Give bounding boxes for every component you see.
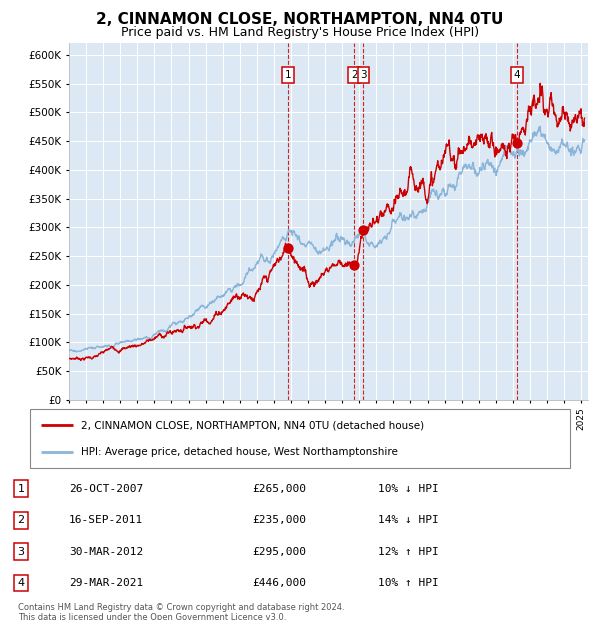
Text: HPI: Average price, detached house, West Northamptonshire: HPI: Average price, detached house, West…: [82, 447, 398, 457]
Text: 4: 4: [514, 70, 520, 80]
Text: 2, CINNAMON CLOSE, NORTHAMPTON, NN4 0TU: 2, CINNAMON CLOSE, NORTHAMPTON, NN4 0TU: [97, 12, 503, 27]
Text: 29-MAR-2021: 29-MAR-2021: [69, 578, 143, 588]
Text: 1: 1: [284, 70, 291, 80]
Text: 3: 3: [17, 547, 25, 557]
Point: [512, 138, 522, 148]
Text: 2: 2: [17, 515, 25, 525]
Text: 1: 1: [17, 484, 25, 494]
FancyBboxPatch shape: [30, 409, 570, 468]
Text: 10% ↓ HPI: 10% ↓ HPI: [378, 484, 439, 494]
Text: 4: 4: [17, 578, 25, 588]
Text: Price paid vs. HM Land Registry's House Price Index (HPI): Price paid vs. HM Land Registry's House …: [121, 26, 479, 39]
Text: 12% ↑ HPI: 12% ↑ HPI: [378, 547, 439, 557]
Text: £265,000: £265,000: [252, 484, 306, 494]
Text: Contains HM Land Registry data © Crown copyright and database right 2024.
This d: Contains HM Land Registry data © Crown c…: [18, 603, 344, 620]
Text: 16-SEP-2011: 16-SEP-2011: [69, 515, 143, 525]
Point: [349, 260, 359, 270]
Text: 10% ↑ HPI: 10% ↑ HPI: [378, 578, 439, 588]
Point: [359, 225, 368, 235]
Text: 26-OCT-2007: 26-OCT-2007: [69, 484, 143, 494]
Text: £295,000: £295,000: [252, 547, 306, 557]
Text: £446,000: £446,000: [252, 578, 306, 588]
Text: 3: 3: [360, 70, 367, 80]
Text: 14% ↓ HPI: 14% ↓ HPI: [378, 515, 439, 525]
Text: 2: 2: [351, 70, 358, 80]
Text: £235,000: £235,000: [252, 515, 306, 525]
Text: 2, CINNAMON CLOSE, NORTHAMPTON, NN4 0TU (detached house): 2, CINNAMON CLOSE, NORTHAMPTON, NN4 0TU …: [82, 420, 424, 430]
Text: 30-MAR-2012: 30-MAR-2012: [69, 547, 143, 557]
Point: [283, 242, 293, 252]
